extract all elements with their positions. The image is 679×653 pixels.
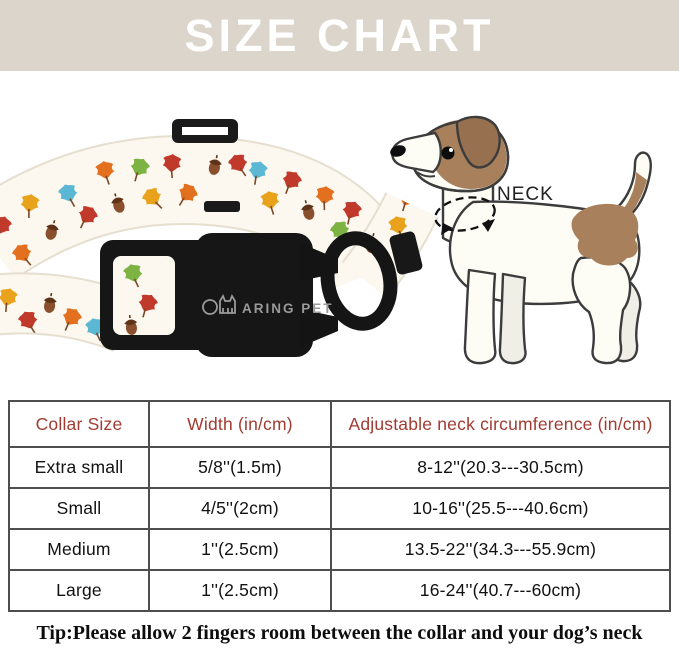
neck-arrow-icon bbox=[482, 219, 495, 232]
banner: SIZE CHART bbox=[0, 0, 679, 71]
dog-nose bbox=[390, 145, 406, 157]
dog-illustration: NECK bbox=[390, 115, 652, 365]
dog-eye bbox=[441, 146, 455, 160]
tri-glide-adjuster bbox=[172, 119, 240, 212]
cell-circumference: 16-24''(40.7---60cm) bbox=[330, 569, 671, 612]
col-header-width: Width (in/cm) bbox=[148, 400, 332, 448]
table-row: Medium 1''(2.5cm) 13.5-22''(34.3---55.9c… bbox=[8, 528, 671, 571]
cell-width: 5/8''(1.5m) bbox=[148, 446, 332, 489]
cell-width: 1''(2.5cm) bbox=[148, 569, 332, 612]
buckle: ARING PET bbox=[100, 233, 338, 357]
table-row: Large 1''(2.5cm) 16-24''(40.7---60cm) bbox=[8, 569, 671, 612]
brand-label: ARING PET bbox=[242, 301, 334, 316]
cell-circumference: 10-16''(25.5---40.6cm) bbox=[330, 487, 671, 530]
table-row: Small 4/5''(2cm) 10-16''(25.5---40.6cm) bbox=[8, 487, 671, 530]
dog-head bbox=[390, 115, 510, 193]
col-header-collar-size: Collar Size bbox=[8, 400, 150, 448]
cell-width: 1''(2.5cm) bbox=[148, 528, 332, 571]
table-row: Extra small 5/8''(1.5m) 8-12''(20.3---30… bbox=[8, 446, 671, 489]
cell-circumference: 13.5-22''(34.3---55.9cm) bbox=[330, 528, 671, 571]
cell-width: 4/5''(2cm) bbox=[148, 487, 332, 530]
size-chart-table: Collar Size Width (in/cm) Adjustable nec… bbox=[8, 400, 671, 612]
d-ring-icon bbox=[320, 231, 423, 331]
collar-photo-illustration: ARING PET bbox=[0, 119, 439, 357]
neck-label: NECK bbox=[497, 184, 554, 205]
tip-text: Tip:Please allow 2 fingers room between … bbox=[36, 622, 643, 644]
cell-size: Medium bbox=[8, 528, 150, 571]
col-header-neck-circumference: Adjustable neck circumference (in/cm) bbox=[330, 400, 671, 448]
cell-size: Extra small bbox=[8, 446, 150, 489]
cell-circumference: 8-12''(20.3---30.5cm) bbox=[330, 446, 671, 489]
neck-measure-ellipse bbox=[434, 196, 496, 232]
dog-ear bbox=[455, 115, 501, 169]
neck-arrow-icon bbox=[441, 223, 453, 235]
tail-patch bbox=[621, 172, 647, 216]
page-title: SIZE CHART bbox=[184, 10, 495, 61]
cell-size: Small bbox=[8, 487, 150, 530]
hip-patch bbox=[571, 203, 639, 266]
dog-muzzle bbox=[391, 131, 442, 174]
table-header-row: Collar Size Width (in/cm) Adjustable nec… bbox=[8, 400, 671, 448]
brand-logo-cat-icon bbox=[202, 293, 236, 315]
cell-size: Large bbox=[8, 569, 150, 612]
